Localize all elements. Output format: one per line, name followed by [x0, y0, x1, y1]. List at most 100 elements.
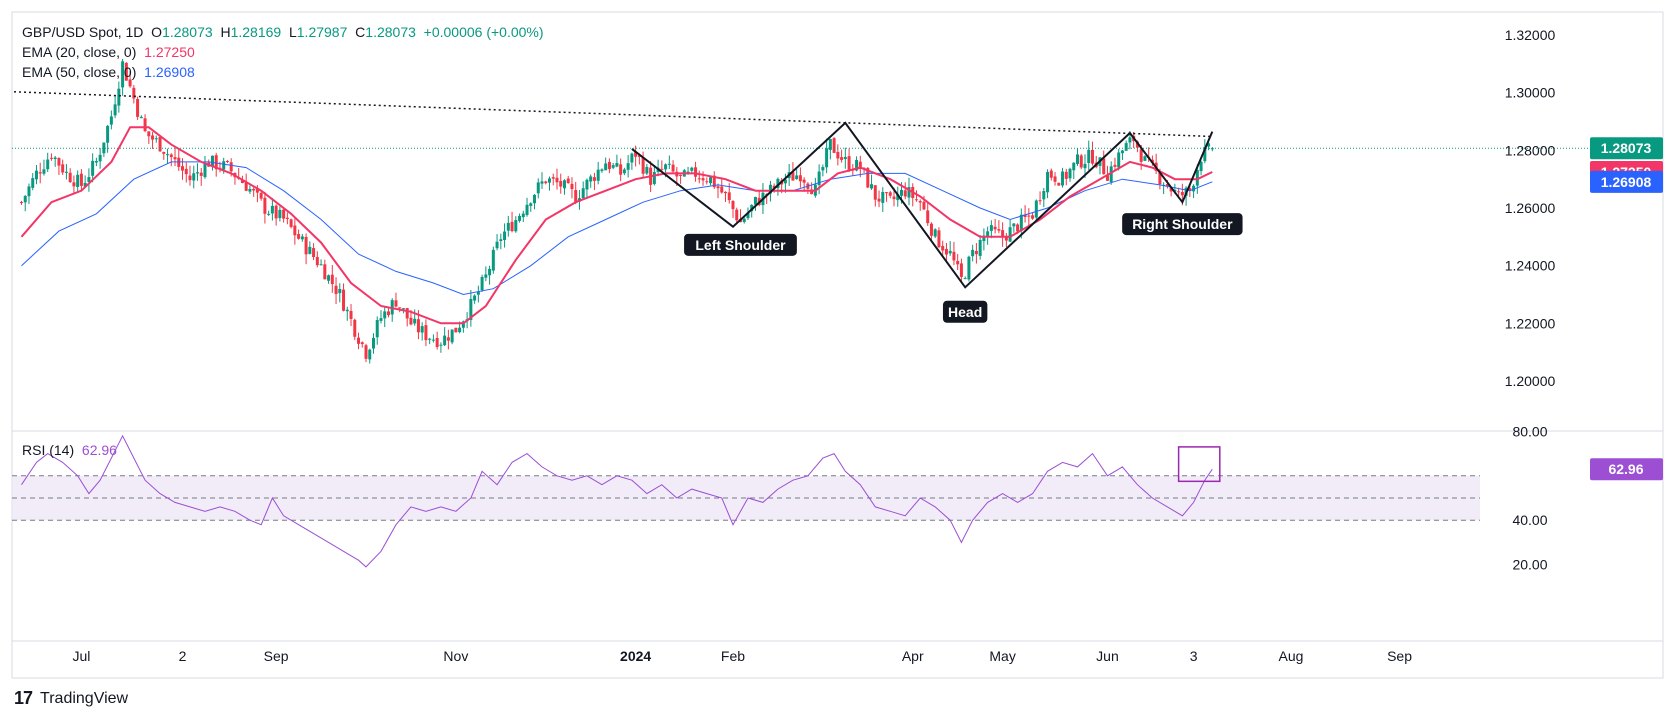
- price-scale-label-text: 1.26908: [1601, 174, 1652, 190]
- candle-body: [109, 116, 113, 125]
- ohlc-row: GBP/USD Spot, 1D O1.28073 H1.28169 L1.27…: [22, 24, 544, 40]
- candle-body: [1135, 141, 1139, 148]
- pattern-annotation[interactable]: Left Shoulder: [684, 233, 797, 256]
- candle-body: [922, 201, 926, 210]
- candle-body: [840, 157, 844, 160]
- price-axis-tick: 1.28000: [1505, 142, 1556, 158]
- candle-body: [72, 182, 76, 187]
- candle-body: [1117, 152, 1121, 168]
- candle-body: [1034, 200, 1038, 218]
- rsi-legend[interactable]: RSI (14) 62.96: [22, 442, 117, 458]
- candle-body: [1109, 166, 1113, 183]
- candle-body: [454, 327, 458, 333]
- ema50-line[interactable]: [21, 161, 1213, 296]
- price-axis-tick: 1.24000: [1505, 258, 1556, 274]
- ema50-legend[interactable]: EMA (50, close, 0) 1.26908: [22, 62, 544, 82]
- pattern-annotation[interactable]: Right Shoulder: [1122, 213, 1243, 236]
- candle-body: [480, 276, 484, 291]
- time-axis-tick: Feb: [721, 648, 745, 664]
- candle-body: [83, 182, 87, 187]
- candle-body: [746, 212, 750, 219]
- candle-body: [776, 178, 780, 189]
- candle-body: [476, 291, 480, 295]
- candle-body: [1195, 169, 1199, 186]
- candle-body: [900, 189, 904, 196]
- time-axis-tick: Apr: [902, 648, 924, 664]
- candle-body: [293, 225, 297, 236]
- candle-body: [222, 161, 226, 170]
- candle-body: [877, 198, 881, 202]
- candle-body: [413, 318, 417, 324]
- rsi-label: RSI (14): [22, 442, 75, 458]
- rsi-scale-label-box: [1590, 458, 1663, 481]
- candle-body: [626, 163, 630, 170]
- candle-body: [892, 196, 896, 200]
- candle-body: [518, 215, 522, 221]
- candle-body: [495, 241, 499, 249]
- candle-body: [491, 249, 495, 271]
- rsi-line[interactable]: [21, 434, 1213, 568]
- price-axis-tick: 1.30000: [1505, 85, 1556, 101]
- price-axis-tick: 1.22000: [1505, 315, 1556, 331]
- candle-body: [989, 225, 993, 231]
- candle-body: [956, 260, 960, 265]
- annotation-box: [1122, 213, 1243, 236]
- candle-body: [57, 158, 61, 166]
- candle-body: [1128, 137, 1132, 143]
- candle-body: [38, 172, 42, 174]
- candle-body: [312, 248, 316, 258]
- price-scale-label-text: 1.28073: [1601, 140, 1652, 156]
- rsi-axis-tick: 40.00: [1512, 512, 1547, 528]
- candle-body: [1019, 214, 1023, 231]
- candle-body: [342, 289, 346, 311]
- candle-body: [1102, 158, 1106, 175]
- candle-body: [798, 175, 802, 182]
- candle-body: [173, 157, 177, 160]
- candle-body: [544, 181, 548, 184]
- candle-body: [323, 264, 327, 280]
- candle-body: [982, 235, 986, 242]
- candle-body: [967, 256, 971, 280]
- ema20-legend[interactable]: EMA (20, close, 0) 1.27250: [22, 42, 544, 62]
- rsi-highlight-box[interactable]: [1177, 446, 1221, 483]
- candle-body: [832, 138, 836, 153]
- candle-body: [712, 175, 716, 188]
- low-value: 1.27987: [296, 24, 348, 40]
- candle-body: [42, 169, 46, 174]
- candle-body: [664, 164, 668, 170]
- candle-body: [49, 157, 53, 159]
- candle-body: [147, 131, 151, 137]
- time-axis-tick: Sep: [1387, 648, 1412, 664]
- candle-body: [1068, 168, 1072, 179]
- symbol-title[interactable]: GBP/USD Spot, 1D: [22, 24, 144, 40]
- candle-body: [405, 308, 409, 319]
- candle-body: [821, 167, 825, 171]
- candle-body: [87, 177, 91, 182]
- candle-body: [929, 223, 933, 236]
- candle-body: [409, 317, 413, 325]
- tradingview-footer[interactable]: 17 TradingView: [14, 688, 128, 709]
- annotation-text: Right Shoulder: [1132, 216, 1233, 232]
- candle-body: [645, 166, 649, 174]
- candle-body: [1143, 156, 1147, 161]
- time-axis-tick: Sep: [264, 648, 289, 664]
- candle-body: [1001, 230, 1005, 238]
- candle-body: [630, 153, 634, 163]
- high-value: 1.28169: [230, 24, 282, 40]
- pattern-annotation[interactable]: Head: [942, 300, 988, 323]
- price-legend: GBP/USD Spot, 1D O1.28073 H1.28169 L1.27…: [22, 22, 544, 82]
- candle-body: [27, 186, 31, 197]
- candle-body: [540, 181, 544, 184]
- candle-body: [679, 174, 683, 176]
- candle-body: [1113, 164, 1117, 167]
- candle-body: [652, 171, 656, 185]
- candle-body: [98, 154, 102, 162]
- candle-body: [514, 220, 518, 232]
- candle-body: [855, 160, 859, 171]
- head-shoulders-pattern[interactable]: [631, 121, 1214, 289]
- candle-body: [716, 186, 720, 189]
- candle-body: [903, 190, 907, 197]
- candle-body: [1087, 149, 1091, 164]
- candle-body: [1165, 184, 1169, 187]
